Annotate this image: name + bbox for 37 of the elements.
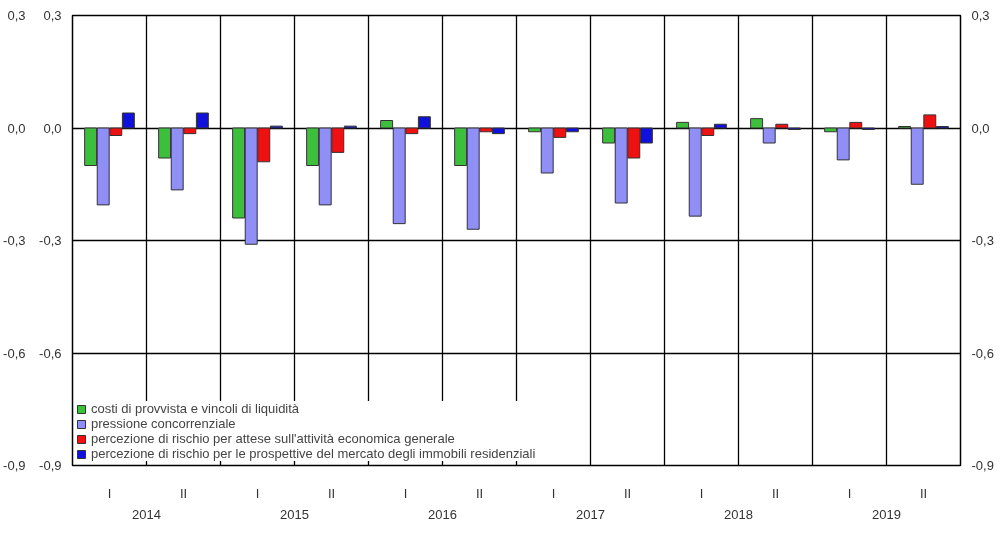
x-tick-label: II [623, 485, 632, 501]
text: 2018 [724, 506, 753, 522]
x-tick-label: I [255, 485, 260, 501]
y2-tick-label: -0,3 [971, 233, 994, 248]
x-tick-label: I [847, 485, 852, 501]
x-tick-label: II [327, 485, 336, 501]
y2-tick-label: 0,0 [971, 120, 990, 136]
y-tick-label: 0,3 [43, 8, 62, 23]
legend-label: percezione di rischio per attese sull'attività economica generale [91, 431, 455, 446]
text: -0,9 [3, 458, 26, 473]
text: 2014 [132, 506, 161, 522]
x-tick-label: II [475, 485, 484, 501]
text: -0,6 [3, 345, 26, 361]
y2-tick-label: 0,3 [971, 8, 990, 23]
text: 2017 [576, 506, 605, 522]
text: 0,3 [7, 8, 26, 23]
y2-tick-label: -0,9 [971, 458, 994, 473]
y-tick-label: -0,9 [39, 458, 62, 473]
text: 2016 [428, 506, 457, 522]
y-tick-label: -0,6 [39, 345, 62, 361]
x-tick-label: I [699, 485, 704, 501]
text: 2019 [872, 506, 901, 522]
x-tick-label: I [551, 485, 556, 501]
text: 2015 [280, 506, 309, 522]
y-tick-label: -0,3 [39, 233, 62, 248]
x-tick-label: II [919, 485, 928, 501]
legend-label: percezione di rischio per le prospettive del mercato degli immobili residenziali [91, 446, 536, 461]
y-tick-label: 0,0 [43, 120, 62, 136]
legend-label: pressione concorrenziale [91, 416, 236, 431]
legend-label: costi di provvista e vincoli di liquidità [91, 401, 300, 416]
y2-tick-label: -0,6 [971, 345, 994, 361]
x-tick-label: II [179, 485, 188, 501]
text: 0,0 [7, 120, 26, 136]
x-tick-label: I [107, 485, 112, 501]
text: -0,3 [3, 233, 26, 248]
x-tick-label: II [771, 485, 780, 501]
x-tick-label: I [403, 485, 408, 501]
